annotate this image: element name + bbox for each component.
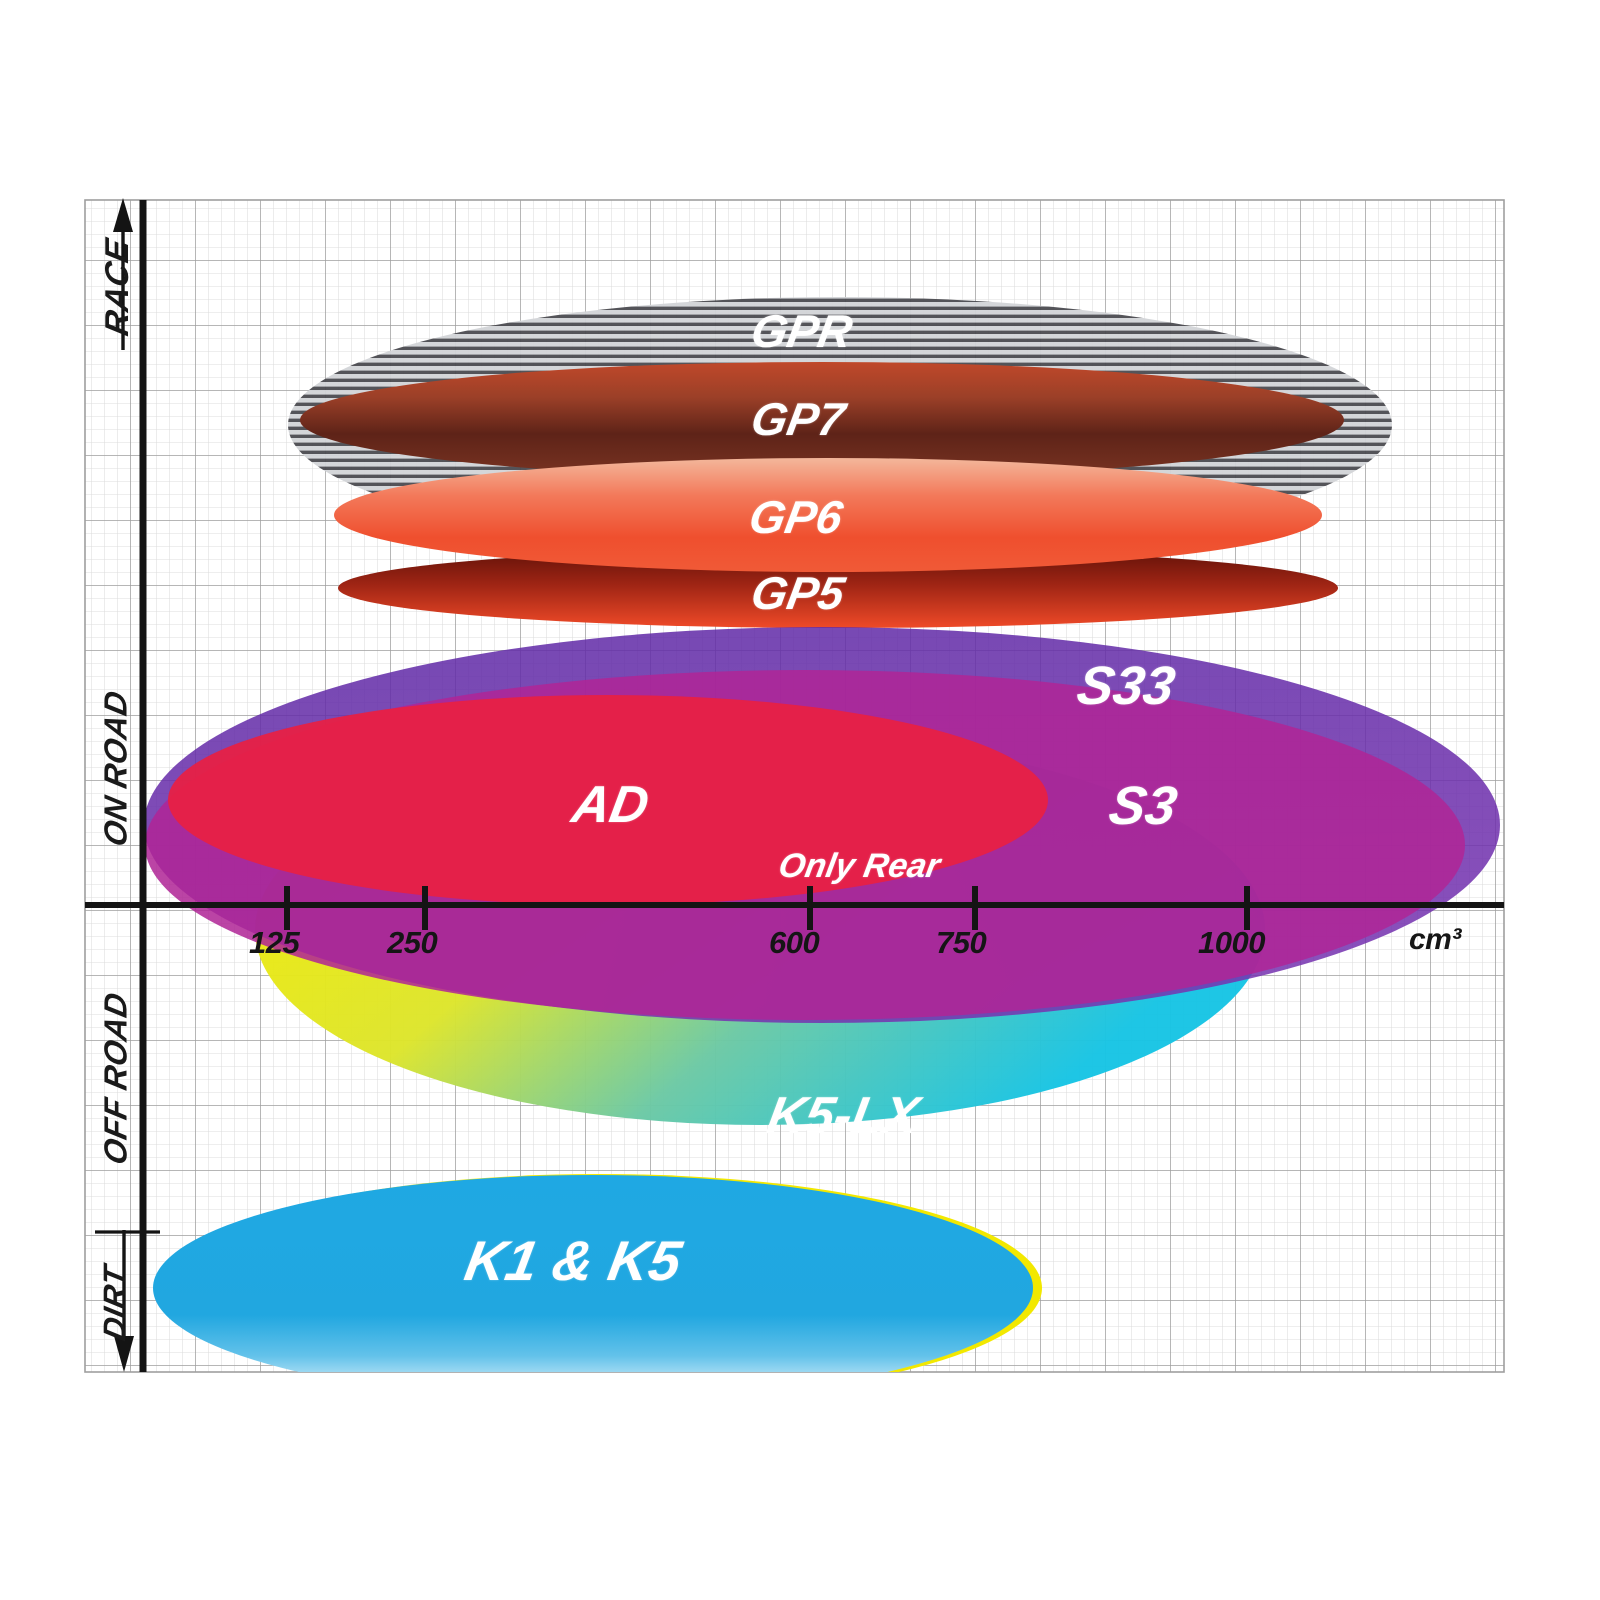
- blob-label-ad: AD: [567, 776, 654, 834]
- blob-label-gp6: GP6: [745, 491, 847, 543]
- axis-unit-cm3: cm³: [1409, 923, 1461, 956]
- tick-label-250: 250: [387, 925, 438, 960]
- blob-group-dirt: [153, 1174, 1042, 1372]
- blob-gp5: [338, 548, 1338, 628]
- blob-label-gpr: GPR: [747, 305, 857, 357]
- tick-label-125: 125: [249, 925, 300, 960]
- axis-label-on-road: ON ROAD: [97, 687, 134, 850]
- blob-k1k5: [153, 1175, 1033, 1372]
- axis-label-race: RACE: [98, 235, 135, 339]
- blob-label-only-rear: Only Rear: [775, 847, 944, 885]
- blob-label-gp7: GP7: [747, 393, 849, 445]
- axis-lines: [85, 198, 1504, 1372]
- tick-label-1000: 1000: [1198, 925, 1265, 960]
- blob-gp6: [334, 458, 1322, 572]
- blob-label-k1k5: K1 & K5: [460, 1229, 687, 1292]
- blob-label-gp5: GP5: [747, 567, 849, 619]
- tick-label-750: 750: [936, 925, 987, 960]
- blob-label-s3: S3: [1104, 776, 1182, 836]
- blob-label-s33: S33: [1072, 656, 1180, 716]
- race-arrow-icon: [113, 198, 133, 350]
- axis-label-off-road: OFF ROAD: [97, 989, 134, 1168]
- axis-label-dirt: DIRT: [97, 1262, 132, 1344]
- blob-ad: [168, 695, 1048, 905]
- tick-label-600: 600: [769, 925, 820, 960]
- blob-gp7: [300, 362, 1344, 478]
- blob-group-onroad: [144, 627, 1500, 1023]
- dirt-arrow-icon: [114, 1230, 134, 1372]
- blob-label-k5lx: K5-LX: [762, 1087, 924, 1145]
- blob-group-race: [288, 297, 1392, 628]
